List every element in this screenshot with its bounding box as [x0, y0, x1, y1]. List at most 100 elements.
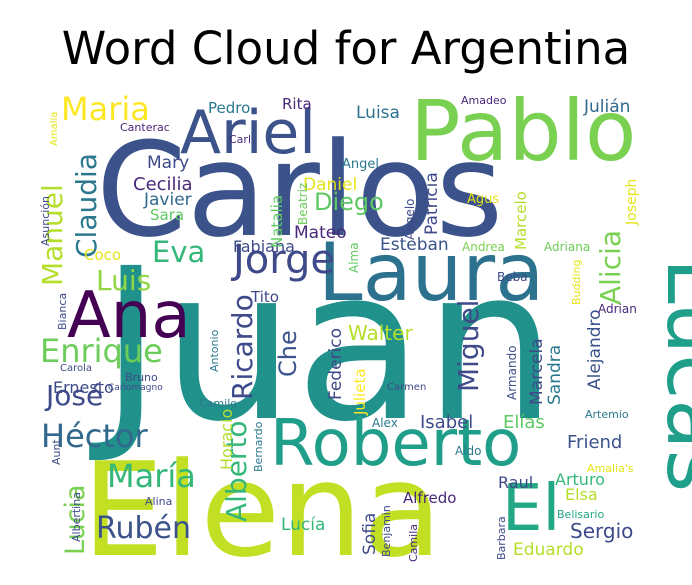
word-angelo: Angelo: [403, 199, 417, 241]
word-benjamin: Benjamin: [380, 505, 393, 557]
word-fabiana: Fabiana: [233, 237, 295, 256]
word-enrique: Enrique: [40, 332, 163, 370]
word-antonio: Antonio: [208, 329, 221, 372]
word-miguel: Miguel: [452, 300, 485, 392]
word-beatriz: Beatriz: [296, 183, 310, 225]
word-luisa: Luisa: [356, 103, 400, 123]
word-pedro: Pedro: [208, 99, 250, 117]
word-armando: Armando: [505, 345, 519, 400]
word-horacio: Horacio: [217, 409, 236, 470]
word-marcelo: Marcelo: [512, 191, 530, 250]
word-lucia: Lucia: [60, 484, 91, 555]
word-aunt: Aunt: [50, 439, 63, 465]
word-alejandro: Alejandro: [585, 309, 605, 390]
word-carl: Carl: [229, 133, 251, 146]
word-camilo: Camilo: [199, 397, 237, 410]
word-barbara: Barbara: [495, 516, 508, 560]
word-amadeo: Amadeo: [461, 94, 507, 107]
word-angel: Angel: [342, 157, 379, 172]
word-agus: Agus: [467, 192, 499, 207]
word-elena: Elena: [82, 434, 442, 585]
word-eduardo: Eduardo: [513, 540, 584, 560]
word-esteban: Esteban: [380, 235, 449, 255]
word-natalia: Natalia: [268, 195, 286, 248]
word-friend: Friend: [567, 432, 622, 453]
word-ernesto: Ernesto: [53, 378, 114, 397]
word-artemio: Artemio: [585, 408, 629, 421]
word-bruno: Bruno: [125, 371, 158, 384]
word-alina: Alina: [145, 495, 172, 508]
word-belisario: Belisario: [557, 508, 604, 521]
word-roberto: Roberto: [270, 407, 521, 481]
word-juan: Juan: [89, 223, 557, 468]
word-camila: Camila: [407, 524, 420, 562]
word-eva: Eva: [152, 235, 205, 269]
word-tito: Tito: [250, 288, 279, 306]
word-elsa: Elsa: [565, 485, 598, 504]
word-carlomagno: Carlomagno: [108, 383, 163, 393]
word-arturo: Arturo: [555, 470, 605, 489]
word-sofia: Sofia: [360, 513, 380, 555]
word-manuel: Manuel: [36, 184, 69, 286]
word-bianca: Bianca: [56, 293, 69, 330]
word-beba: Beba: [497, 270, 528, 284]
word-patricia: Patricia: [422, 172, 442, 235]
word-adrian: Adrian: [598, 302, 637, 316]
word-budding: Budding: [570, 260, 583, 306]
word-ana: Ana: [67, 279, 191, 353]
word-marcela: Marcela: [527, 338, 547, 405]
word-sandra: Sandra: [545, 345, 565, 405]
word-andrea: Andrea: [462, 240, 505, 254]
word-carlos: Carlos: [96, 114, 503, 266]
word-alex: Alex: [372, 416, 398, 430]
word-h-ctor: Héctor: [41, 417, 148, 455]
word-maria: Maria: [61, 90, 150, 128]
word-adriana: Adriana: [544, 240, 590, 254]
word-coco: Coco: [84, 246, 121, 264]
word-cecilia: Cecilia: [133, 174, 193, 195]
word-albertina: Albertina: [70, 492, 83, 542]
word-mary: Mary: [147, 153, 189, 173]
word-isabel: Isabel: [420, 412, 473, 433]
word-canterac: Canterac: [120, 121, 170, 134]
word-julieta: Julieta: [351, 368, 369, 416]
word-laura: Laura: [318, 226, 544, 319]
word-luc-a: Lucía: [281, 515, 325, 535]
word-ricardo: Ricardo: [226, 294, 259, 400]
word-alfredo: Alfredo: [403, 489, 456, 507]
word-sergio: Sergio: [570, 519, 633, 543]
word-federico: Federico: [326, 328, 346, 400]
word-ariel: Ariel: [180, 98, 316, 168]
word-alma: Alma: [347, 242, 361, 273]
word-che: Che: [274, 330, 302, 377]
word-lucas: Lucas: [648, 258, 692, 492]
chart-title: Word Cloud for Argentina: [61, 22, 631, 75]
word-carmen: Carmen: [387, 382, 426, 393]
word-amalia: Amalia: [49, 112, 60, 146]
word-rub-n: Rubén: [96, 511, 191, 546]
word-aldo: Aldo: [455, 444, 482, 458]
word-walter: Walter: [348, 321, 413, 345]
word-el-as: Elías: [503, 412, 545, 433]
word-diego: Diego: [314, 188, 384, 216]
word-daniel: Daniel: [303, 175, 357, 195]
word-asunci-n: Asunción: [39, 196, 52, 246]
word-jorge: Jorge: [230, 237, 335, 283]
word-mateo: Mateo: [294, 223, 347, 243]
word-jos-: José: [44, 379, 103, 412]
word-juli-n: Julián: [583, 97, 630, 117]
word-alicia: Alicia: [594, 230, 627, 305]
word-raul: Raul: [498, 473, 533, 492]
word-luis: Luis: [96, 264, 151, 297]
word-sara: Sara: [150, 206, 184, 224]
word-pablo: Pablo: [410, 82, 636, 180]
word-claudia: Claudia: [70, 153, 103, 258]
word-carola: Carola: [60, 363, 92, 374]
word-javier: Javier: [143, 190, 192, 210]
word-bernardo: Bernardo: [252, 421, 265, 472]
word-mar-a: María: [107, 457, 196, 495]
word-joseph: Joseph: [624, 179, 640, 226]
word-el: El: [502, 472, 560, 546]
word-amalia-s: Amalia's: [587, 462, 634, 475]
